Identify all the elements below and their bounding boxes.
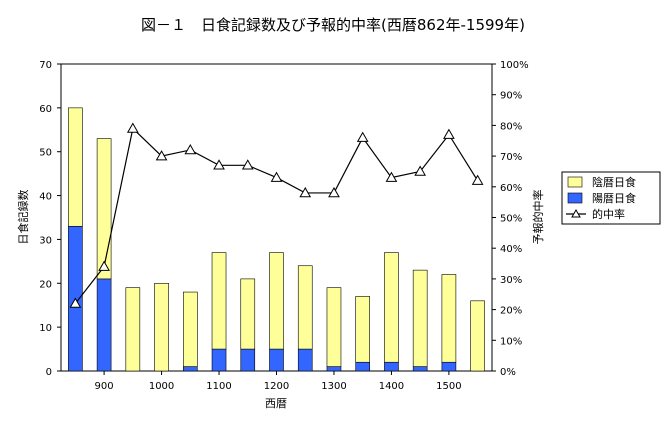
x-tick-label: 1500 bbox=[436, 381, 461, 392]
y2-tick-label: 30% bbox=[500, 275, 522, 286]
line-point bbox=[270, 171, 283, 182]
y-tick-label: 30 bbox=[39, 235, 52, 246]
bar-lunar bbox=[297, 265, 313, 350]
line-point bbox=[299, 186, 312, 198]
y2-tick-label: 80% bbox=[500, 121, 522, 132]
y2-tick-label: 10% bbox=[500, 336, 522, 347]
bar-solar bbox=[355, 361, 371, 372]
y-tick-label: 50 bbox=[39, 148, 52, 159]
y2-tick-label: 70% bbox=[500, 152, 522, 163]
bar-solar bbox=[269, 348, 284, 372]
y2-tick-label: 50% bbox=[500, 214, 522, 225]
line-point bbox=[471, 174, 484, 185]
bar-solar bbox=[183, 366, 198, 372]
line-point bbox=[126, 122, 139, 133]
x-tick-label: 900 bbox=[95, 381, 114, 392]
x-tick-label: 1200 bbox=[264, 381, 289, 392]
bar-lunar bbox=[441, 274, 457, 363]
legend-label: 陽暦日食 bbox=[592, 191, 636, 205]
x-axis-label: 西暦 bbox=[265, 397, 287, 410]
line-point bbox=[213, 159, 225, 170]
bar-lunar bbox=[326, 287, 342, 367]
line-point bbox=[356, 131, 369, 142]
y2-tick-label: 100% bbox=[500, 60, 529, 71]
y-tick-label: 10 bbox=[39, 323, 52, 334]
bar-solar bbox=[211, 348, 227, 372]
bar-solar bbox=[412, 366, 428, 372]
bar-lunar bbox=[470, 300, 485, 372]
bar-solar bbox=[326, 366, 342, 372]
line-point bbox=[69, 297, 82, 308]
line-point bbox=[98, 260, 110, 271]
x-tick-label: 1100 bbox=[206, 381, 231, 392]
x-tick-label: 1300 bbox=[321, 381, 346, 392]
legend-label: 陰暦日食 bbox=[592, 175, 636, 189]
legend-swatch bbox=[567, 176, 583, 188]
y2-tick-label: 0% bbox=[500, 367, 516, 378]
bar-lunar bbox=[68, 107, 83, 227]
bar-lunar bbox=[384, 252, 399, 363]
y-tick-label: 70 bbox=[39, 60, 52, 71]
y2-tick-label: 60% bbox=[500, 183, 522, 194]
bar-solar bbox=[384, 361, 399, 372]
bar-lunar bbox=[183, 291, 198, 367]
bar-lunar bbox=[240, 278, 256, 350]
x-tick-label: 1400 bbox=[379, 381, 404, 392]
bar-solar bbox=[441, 361, 457, 372]
line-point bbox=[443, 128, 455, 139]
line-point bbox=[155, 150, 168, 161]
y-axis-label: 日食記録数 bbox=[16, 190, 30, 245]
y-tick-label: 60 bbox=[39, 104, 52, 115]
legend-marker bbox=[571, 208, 581, 218]
bar-lunar bbox=[269, 252, 284, 350]
line-point bbox=[184, 143, 197, 155]
bar-lunar bbox=[125, 287, 141, 372]
bar-lunar bbox=[211, 252, 227, 350]
line-point bbox=[414, 165, 427, 176]
y-tick-label: 0 bbox=[46, 367, 52, 378]
bar-solar bbox=[96, 278, 112, 372]
legend-swatch bbox=[567, 192, 583, 204]
y2-tick-label: 20% bbox=[500, 306, 522, 317]
y-tick-label: 40 bbox=[39, 192, 52, 203]
line-point bbox=[385, 171, 398, 182]
y-tick-label: 20 bbox=[39, 279, 52, 290]
bar-lunar bbox=[412, 269, 428, 367]
bar-lunar bbox=[355, 296, 371, 363]
bar-lunar bbox=[154, 282, 169, 372]
plot-area: 0 10 20 30 40 50 60 70 0% 10% 20% 30% 40% 50% 60% 70% 80… bbox=[39, 60, 528, 392]
bar-solar bbox=[297, 348, 313, 372]
bar-lunar bbox=[96, 138, 112, 280]
y2-axis-label: 予報的中率 bbox=[531, 190, 545, 245]
legend-label: 的中率 bbox=[592, 207, 625, 221]
bar-solar bbox=[240, 348, 256, 372]
line-point bbox=[328, 186, 340, 198]
y2-tick-label: 90% bbox=[500, 91, 522, 102]
line-point bbox=[241, 159, 254, 170]
y2-tick-label: 40% bbox=[500, 244, 522, 255]
chart-title: 図－１ 日食記録数及び予報的中率(西暦862年-1599年) bbox=[141, 16, 525, 34]
x-tick-label: 1000 bbox=[149, 381, 174, 392]
